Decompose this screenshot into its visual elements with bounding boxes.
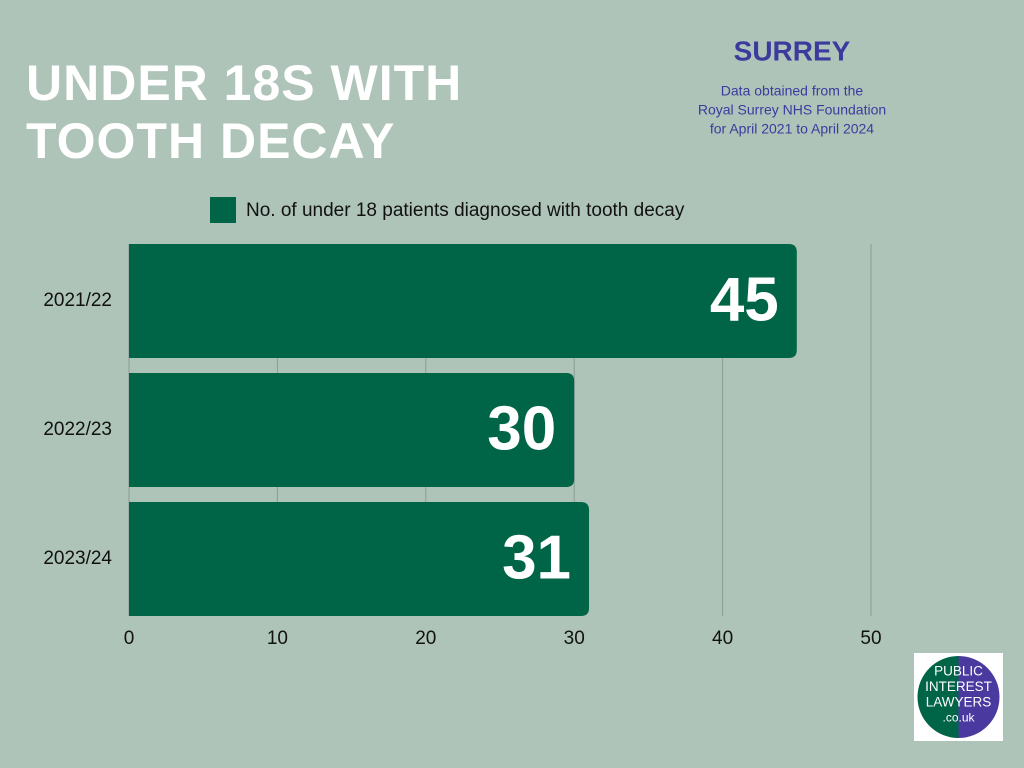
legend-label: No. of under 18 patients diagnosed with …: [246, 200, 685, 221]
source-note: for April 2021 to April 2024: [710, 121, 874, 137]
chart-subtitle: SURREY: [734, 35, 851, 66]
bar: [129, 373, 575, 487]
bar: [129, 244, 797, 358]
x-tick-label: 10: [267, 628, 288, 649]
y-tick-label: 2022/23: [43, 419, 112, 440]
y-tick-label: 2023/24: [43, 548, 112, 569]
source-note: Royal Surrey NHS Foundation: [698, 102, 886, 118]
x-tick-label: 50: [860, 628, 881, 649]
logo-text: .co.uk: [942, 711, 975, 725]
logo-text: INTEREST: [925, 679, 992, 694]
y-tick-label: 2021/22: [43, 290, 112, 311]
logo-text: LAWYERS: [926, 695, 992, 710]
logo-left: [917, 656, 959, 738]
x-tick-label: 0: [124, 628, 135, 649]
legend-swatch: [210, 197, 236, 223]
value-label: 30: [487, 394, 556, 463]
x-tick-label: 20: [415, 628, 436, 649]
value-label: 45: [710, 265, 779, 334]
value-label: 31: [502, 523, 571, 592]
bar: [129, 502, 590, 616]
chart-title: UNDER 18S WITH TOOTH DECAY: [26, 55, 463, 169]
source-note: Data obtained from the: [721, 83, 864, 99]
x-tick-label: 30: [564, 628, 585, 649]
x-tick-label: 40: [712, 628, 733, 649]
logo-right: [958, 656, 1000, 738]
logo-text: PUBLIC: [934, 664, 983, 679]
